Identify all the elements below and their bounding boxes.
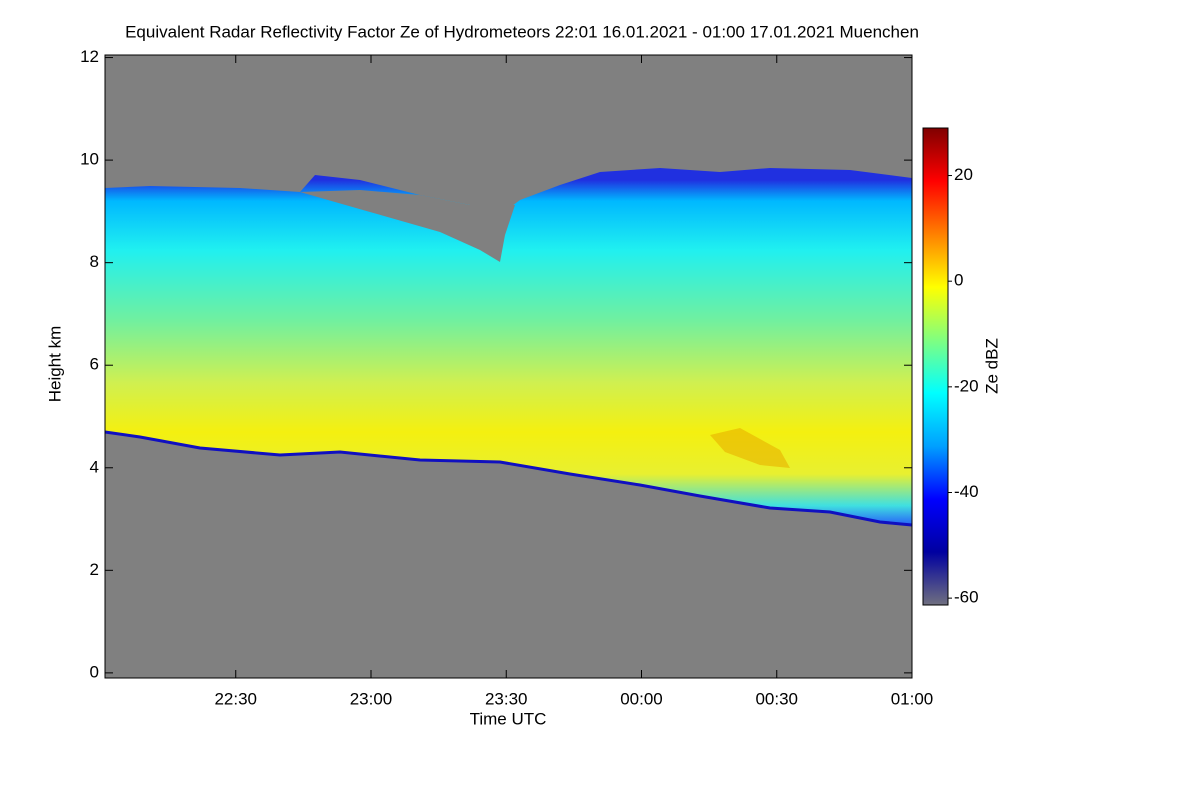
x-tick-label: 22:30 — [214, 689, 257, 708]
x-tick-label: 23:00 — [350, 689, 393, 708]
colorbar-tick-label: -20 — [954, 376, 979, 395]
y-tick-label: 2 — [90, 560, 99, 579]
y-tick-label: 12 — [80, 47, 99, 66]
y-tick-label: 4 — [90, 457, 99, 476]
colorbar-label: Ze dBZ — [982, 338, 1001, 394]
y-tick-label: 10 — [80, 150, 99, 169]
y-tick-label: 0 — [90, 662, 99, 681]
colorbar-tick-label: 20 — [954, 165, 973, 184]
echo-base — [104, 430, 913, 527]
echo-field — [105, 168, 912, 525]
chart-title: Equivalent Radar Reflectivity Factor Ze … — [125, 22, 919, 41]
x-tick-label: 01:00 — [891, 689, 934, 708]
plot-frame — [104, 54, 913, 679]
x-axis-label: Time UTC — [470, 709, 547, 728]
colorbar-tick-label: 0 — [954, 271, 963, 290]
x-tick-label: 00:30 — [755, 689, 798, 708]
x-tick-label: 00:00 — [620, 689, 663, 708]
y-axis-label: Height km — [45, 326, 64, 403]
echo-gap — [300, 190, 515, 262]
y-tick-label: 6 — [90, 355, 99, 374]
x-tick-label: 23:30 — [485, 689, 528, 708]
echo-core — [710, 428, 790, 468]
colorbar-tick-label: -40 — [954, 482, 979, 501]
y-tick-label: 8 — [90, 252, 99, 271]
colorbar — [922, 127, 949, 606]
colorbar-tick-label: -60 — [954, 588, 979, 607]
